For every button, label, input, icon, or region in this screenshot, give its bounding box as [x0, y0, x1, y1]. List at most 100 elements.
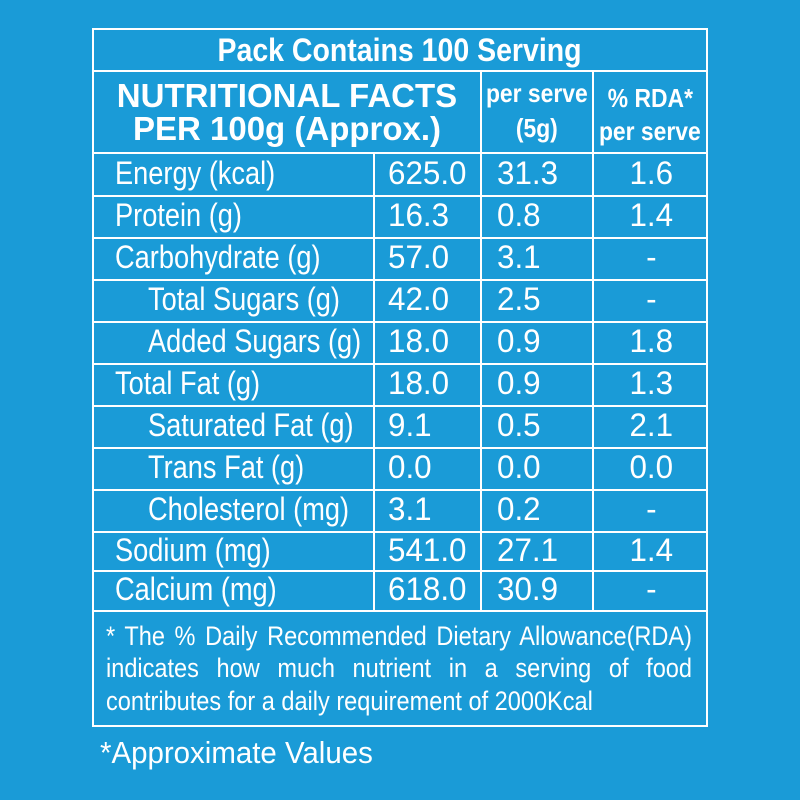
rda-cell: - — [594, 572, 708, 610]
nutrient-row-calcium: Calcium (mg) 618.0 30.9 - — [0, 572, 800, 610]
rda-cell: - — [594, 491, 708, 531]
header-divider — [92, 152, 708, 154]
header-per-serve-line2-cell: (5g) — [482, 112, 592, 144]
nutrient-name: Total Sugars (g) — [148, 281, 340, 317]
row-divider — [92, 447, 708, 449]
nutrient-name: Cholesterol (mg) — [148, 491, 350, 527]
header-nutrient-line2-cell: PER 100g (Approx.) — [94, 109, 480, 147]
pack-contains-title: Pack Contains 100 Serving — [217, 32, 583, 68]
rda-value: 2.1 — [629, 407, 673, 443]
header-rda-per-serve: per serve — [599, 116, 701, 146]
nutrient-name: Sodium (mg) — [115, 531, 271, 568]
row-divider — [92, 321, 708, 323]
column-divider-per-100g — [373, 152, 375, 610]
per-100g-cell: 18.0 — [388, 323, 480, 363]
nutrient-name-cell: Trans Fat (g) — [148, 449, 373, 489]
nutrient-name-cell: Sodium (mg) — [115, 533, 373, 570]
nutrient-row-sodium: Sodium (mg) 541.0 27.1 1.4 — [0, 533, 800, 570]
per-100g-value: 0.0 — [388, 449, 432, 485]
title-divider — [92, 70, 708, 72]
footnote-line: * The % Daily Recommended Dietary Allowa… — [106, 621, 692, 651]
per-100g-cell: 42.0 — [388, 281, 480, 321]
per-100g-cell: 541.0 — [388, 533, 480, 570]
row-divider — [92, 405, 708, 407]
per-serve-cell: 2.5 — [497, 281, 592, 321]
nutrient-row-cholesterol: Cholesterol (mg) 3.1 0.2 - — [0, 491, 800, 531]
nutrient-name: Added Sugars (g) — [148, 323, 362, 359]
per-100g-cell: 3.1 — [388, 491, 480, 531]
per-100g-value: 18.0 — [388, 365, 450, 401]
nutrient-row-carbohydrate: Carbohydrate (g) 57.0 3.1 - — [0, 239, 800, 279]
rda-value: - — [645, 239, 657, 275]
rda-value: 1.3 — [629, 365, 673, 401]
row-divider — [92, 531, 708, 533]
per-serve-value: 0.9 — [497, 323, 541, 359]
per-serve-cell: 0.9 — [497, 365, 592, 405]
per-serve-value: 31.3 — [497, 154, 559, 191]
footnote-line: indicates how much nutrient in a serving… — [106, 653, 692, 683]
nutrient-row-total-fat: Total Fat (g) 18.0 0.9 1.3 — [0, 365, 800, 405]
rda-cell: 0.0 — [594, 449, 708, 489]
pack-title-cell: Pack Contains 100 Serving — [94, 30, 706, 70]
per-100g-cell: 625.0 — [388, 154, 480, 195]
nutrient-row-protein: Protein (g) 16.3 0.8 1.4 — [0, 197, 800, 237]
rda-cell: 1.4 — [594, 197, 708, 237]
nutrient-row-energy: Energy (kcal) 625.0 31.3 1.6 — [0, 154, 800, 195]
nutrient-name: Trans Fat (g) — [148, 449, 305, 485]
per-serve-value: 27.1 — [497, 531, 559, 568]
rda-value: 1.6 — [629, 154, 673, 191]
rda-cell: 1.3 — [594, 365, 708, 405]
per-serve-cell: 3.1 — [497, 239, 592, 279]
approximate-values-text: *Approximate Values — [100, 734, 373, 770]
rda-cell: 2.1 — [594, 407, 708, 447]
per-serve-cell: 27.1 — [497, 533, 592, 570]
header-rda: % RDA* — [607, 83, 693, 113]
header-per-serve: per serve — [486, 78, 588, 108]
per-100g-value: 42.0 — [388, 281, 450, 317]
per-serve-value: 0.2 — [497, 491, 541, 527]
rda-cell: 1.6 — [594, 154, 708, 195]
per-serve-value: 0.8 — [497, 197, 541, 233]
rda-cell: 1.4 — [594, 533, 708, 570]
nutrient-name-cell: Protein (g) — [115, 197, 373, 237]
nutrient-row-saturated-fat: Saturated Fat (g) 9.1 0.5 2.1 — [0, 407, 800, 447]
nutrient-name-cell: Saturated Fat (g) — [148, 407, 373, 447]
nutrient-name-cell: Energy (kcal) — [115, 154, 373, 195]
per-serve-cell: 0.0 — [497, 449, 592, 489]
per-serve-value: 3.1 — [497, 239, 541, 275]
header-rda-line1-cell: % RDA* — [594, 82, 706, 114]
per-100g-value: 3.1 — [388, 491, 432, 527]
per-100g-cell: 16.3 — [388, 197, 480, 237]
nutrient-name-cell: Carbohydrate (g) — [115, 239, 373, 279]
per-serve-value: 0.0 — [497, 449, 541, 485]
header-nutrient-line1-cell: NUTRITIONAL FACTS — [94, 76, 480, 114]
per-100g-cell: 0.0 — [388, 449, 480, 489]
nutrient-name: Energy (kcal) — [115, 154, 276, 191]
header-nutritional-facts: NUTRITIONAL FACTS — [116, 76, 458, 114]
per-100g-value: 16.3 — [388, 197, 450, 233]
per-serve-value: 0.9 — [497, 365, 541, 401]
per-100g-value: 9.1 — [388, 407, 432, 443]
per-100g-cell: 18.0 — [388, 365, 480, 405]
rda-value: 1.8 — [629, 323, 673, 359]
per-serve-value: 2.5 — [497, 281, 541, 317]
header-per-100g: PER 100g (Approx.) — [132, 109, 442, 147]
rda-cell: - — [594, 281, 708, 321]
column-divider-rda — [592, 70, 594, 610]
per-serve-value: 30.9 — [497, 571, 559, 607]
row-divider — [92, 489, 708, 491]
row-divider — [92, 237, 708, 239]
per-serve-cell: 0.8 — [497, 197, 592, 237]
row-divider — [92, 279, 708, 281]
row-divider — [92, 363, 708, 365]
footnote-line: contributes for a daily requirement of 2… — [106, 686, 593, 716]
per-100g-value: 618.0 — [388, 571, 467, 607]
nutrient-name-cell: Calcium (mg) — [115, 572, 373, 610]
per-serve-cell: 0.9 — [497, 323, 592, 363]
row-divider — [92, 195, 708, 197]
per-serve-cell: 0.2 — [497, 491, 592, 531]
